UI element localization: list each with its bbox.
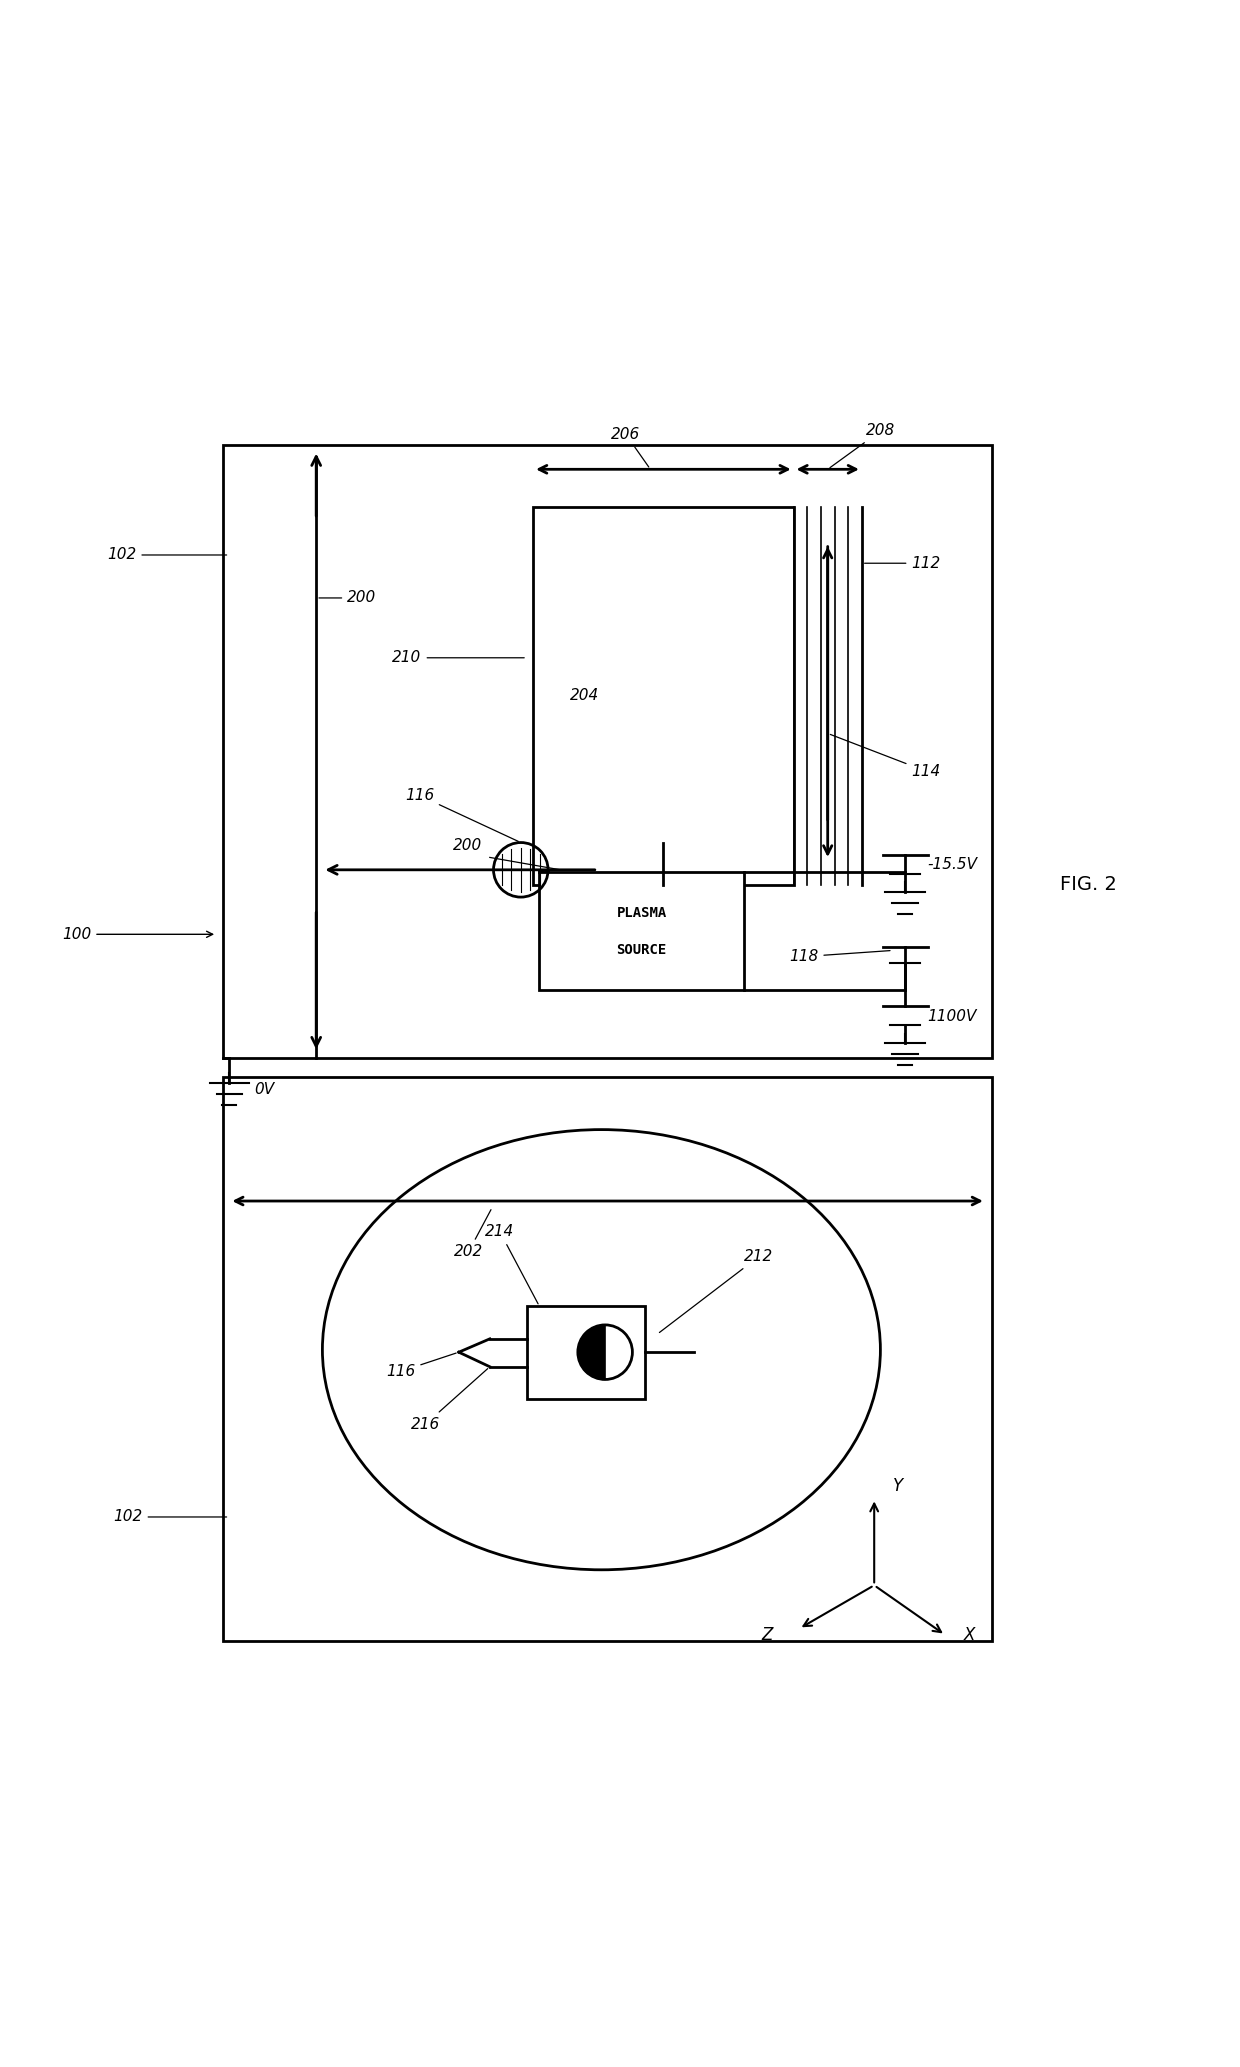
Bar <box>223 444 992 1058</box>
Text: PLASMA: PLASMA <box>616 905 667 920</box>
Text: Y: Y <box>893 1478 903 1494</box>
Text: -15.5V: -15.5V <box>928 858 977 872</box>
Bar <box>223 1077 992 1641</box>
Text: 212: 212 <box>660 1248 774 1333</box>
Text: X: X <box>963 1627 976 1643</box>
Text: 1100V: 1100V <box>928 1009 977 1023</box>
Text: 210: 210 <box>392 651 525 666</box>
Text: SOURCE: SOURCE <box>616 943 667 957</box>
Bar <box>539 872 744 990</box>
Text: Z: Z <box>761 1627 774 1643</box>
Text: 102: 102 <box>107 548 227 562</box>
Bar <box>533 506 794 885</box>
Ellipse shape <box>322 1129 880 1569</box>
Text: 202: 202 <box>454 1209 491 1259</box>
Text: 214: 214 <box>485 1224 538 1304</box>
Bar <box>527 1306 645 1399</box>
Text: 206: 206 <box>611 428 649 467</box>
Text: 100: 100 <box>62 926 213 943</box>
Text: 200: 200 <box>453 837 482 852</box>
Text: 102: 102 <box>113 1509 227 1525</box>
Text: 112: 112 <box>864 556 941 570</box>
Text: 116: 116 <box>404 788 518 841</box>
Text: 114: 114 <box>831 734 941 779</box>
Text: 216: 216 <box>410 1368 487 1432</box>
Text: 208: 208 <box>830 424 895 467</box>
Text: 118: 118 <box>789 949 890 963</box>
Text: 0V: 0V <box>254 1081 274 1098</box>
Text: 204: 204 <box>570 688 600 703</box>
Text: 200: 200 <box>319 591 377 606</box>
Wedge shape <box>578 1325 605 1379</box>
Text: FIG. 2: FIG. 2 <box>1060 874 1117 895</box>
Text: 116: 116 <box>386 1354 456 1379</box>
